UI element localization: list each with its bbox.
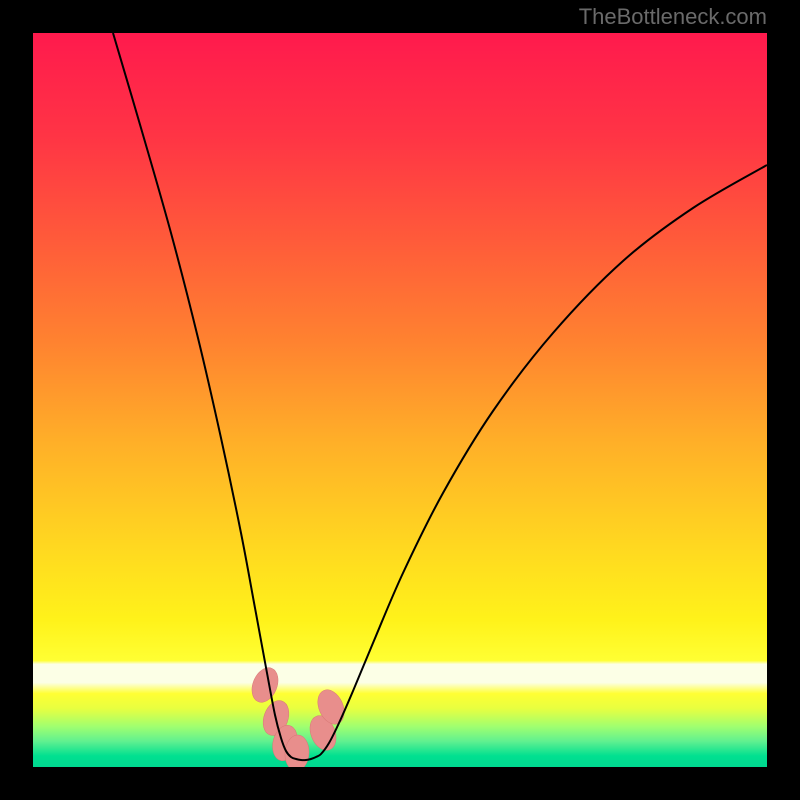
background-gradient (33, 33, 767, 767)
watermark-text: TheBottleneck.com (579, 4, 767, 30)
plot-area (33, 33, 767, 767)
